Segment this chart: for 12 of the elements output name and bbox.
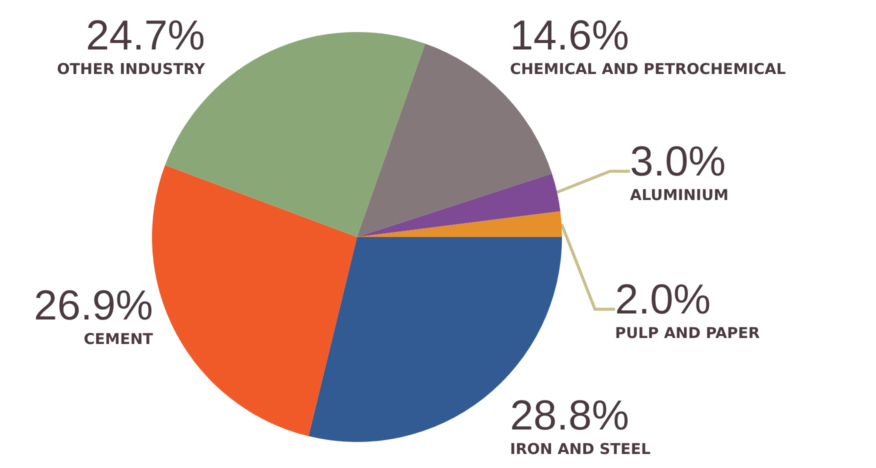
- data-label: 3.0%: [630, 138, 726, 184]
- data-label: 26.9%: [34, 282, 153, 328]
- slice-label: OTHER INDUSTRY: [57, 60, 206, 78]
- slice-label: ALUMINIUM: [630, 186, 729, 204]
- data-label: 2.0%: [615, 276, 711, 322]
- slice-label: PULP AND PAPER: [615, 324, 760, 342]
- slice-label: IRON AND STEEL: [510, 440, 652, 458]
- data-label: 28.8%: [510, 392, 630, 438]
- data-label: 24.7%: [86, 12, 205, 58]
- slice-label: CHEMICAL AND PETROCHEMICAL: [510, 60, 786, 78]
- data-label: 14.6%: [510, 12, 630, 58]
- slice-label: CEMENT: [84, 330, 154, 348]
